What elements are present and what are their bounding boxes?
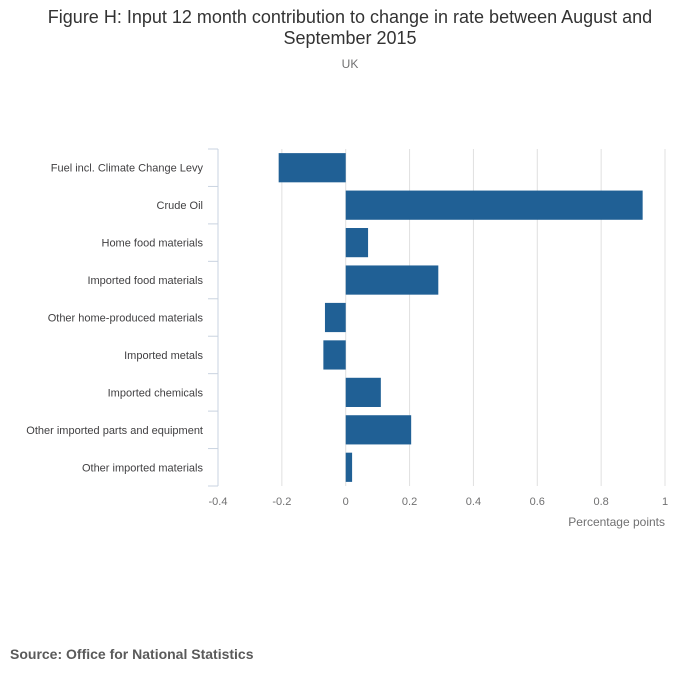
category-label: Home food materials xyxy=(102,238,204,250)
bar xyxy=(345,228,369,258)
category-label: Crude Oil xyxy=(157,200,203,212)
x-tick-label: 0.6 xyxy=(530,496,545,508)
chart-subtitle: UK xyxy=(341,57,359,71)
bar xyxy=(345,452,353,482)
category-labels: Fuel incl. Climate Change Levy Crude Oil H… xyxy=(26,163,203,475)
bars xyxy=(278,153,643,482)
chart-title: Figure H: Input 12 month contribution to… xyxy=(47,7,653,48)
y-axis xyxy=(208,148,219,487)
bar xyxy=(278,153,346,183)
bar xyxy=(345,377,381,407)
category-label: Imported metals xyxy=(124,350,203,362)
category-label: Other imported materials xyxy=(82,462,204,474)
x-tick-label: -0.4 xyxy=(209,496,228,508)
x-tick-label: -0.2 xyxy=(272,496,291,508)
bar xyxy=(345,265,439,295)
x-axis-title: Percentage points xyxy=(568,515,665,529)
bar xyxy=(345,415,412,445)
category-label: Other imported parts and equipment xyxy=(26,425,203,437)
x-tick-label: 0.8 xyxy=(593,496,608,508)
x-tick-label: 0 xyxy=(343,496,349,508)
bar xyxy=(345,190,643,220)
category-label: Fuel incl. Climate Change Levy xyxy=(51,163,204,175)
x-tick-labels: -0.4 -0.2 0 0.2 0.4 0.6 0.8 1 xyxy=(209,496,669,508)
x-tick-label: 0.4 xyxy=(466,496,481,508)
x-tick-label: 1 xyxy=(662,496,668,508)
bar xyxy=(323,340,346,370)
bar-chart: Fuel incl. Climate Change Levy Crude Oil H… xyxy=(26,148,669,529)
bar xyxy=(324,302,346,333)
category-label: Imported food materials xyxy=(87,275,203,287)
x-tick-label: 0.2 xyxy=(402,496,417,508)
category-label: Other home-produced materials xyxy=(48,313,204,325)
category-label: Imported chemicals xyxy=(108,387,204,399)
source-note: Source: Office for National Statistics xyxy=(10,646,254,662)
